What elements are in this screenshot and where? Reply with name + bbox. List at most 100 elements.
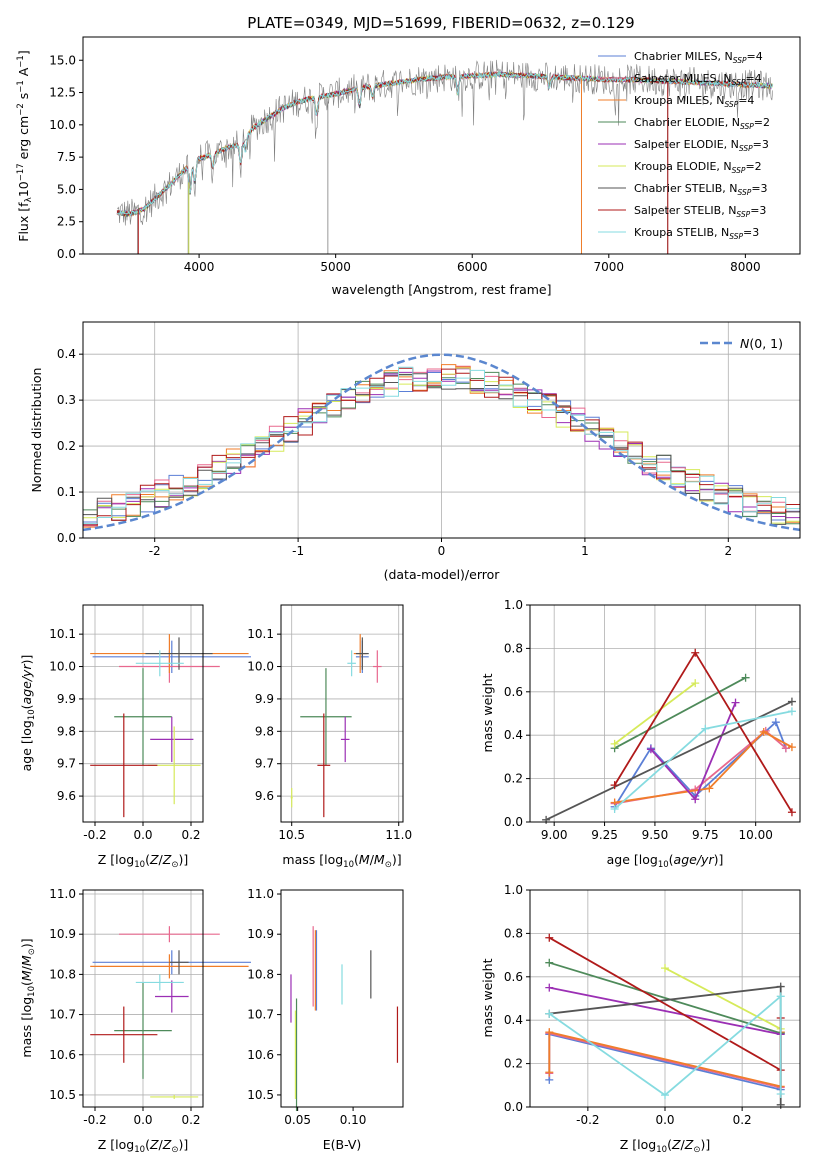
y-tick-label: 9.7 xyxy=(255,757,274,771)
x-tick-label: 0.0 xyxy=(133,828,152,842)
weight-marker-chabrier_elodie xyxy=(741,673,750,682)
weight-marker-kroupa_elodie xyxy=(691,679,700,688)
y-tick-label: 7.5 xyxy=(57,150,76,164)
weight-line-kroupa_stelib xyxy=(548,994,782,1097)
legend-label-kroupa_miles: Kroupa MILES, NSSP=4 xyxy=(634,94,754,109)
axes-frame xyxy=(280,604,404,823)
x-tick-label: 1 xyxy=(581,544,589,558)
weight-marker-salpeter_elodie xyxy=(545,983,554,992)
y-tick-label: 1.0 xyxy=(504,598,523,612)
y-tick-label: 9.9 xyxy=(255,692,274,706)
weight-marker-salpeter_stelib xyxy=(691,648,700,657)
y-tick-label: 10.5 xyxy=(49,1088,76,1102)
y-tick-label: 11.0 xyxy=(49,887,76,901)
legend-label-normal: N(0, 1) xyxy=(740,336,783,351)
weight-marker-chabrier_miles xyxy=(771,718,780,727)
panel-residuals: -2 -1 0 1 2 0.0 0.1 0.2 0.3 0.4 (data-model)/error… xyxy=(29,321,801,582)
legend-label-salpeter_elodie: Salpeter ELODIE, NSSP=3 xyxy=(634,138,769,153)
panel-mass_vs_ebv: 0.05 0.10 10.5 10.6 10.7 10.8 10.9 11.0 E(B-V) xyxy=(247,887,404,1152)
y-axis-label: age [log10(age/yr)] xyxy=(19,655,37,772)
histogram-kroupa_stelib xyxy=(83,366,800,525)
y-tick-label: 0.3 xyxy=(57,393,76,407)
y-axis-label: Normed distribution xyxy=(29,368,44,493)
weight-marker-kroupa_miles xyxy=(545,1028,554,1037)
x-axis-label: Z [log10(Z/Z⊙)] xyxy=(98,1137,188,1155)
y-tick-label: 12.5 xyxy=(49,86,76,100)
y-tick-label: 10.7 xyxy=(247,1008,274,1022)
x-tick-label: 4000 xyxy=(184,260,215,274)
weight-marker-kroupa_stelib xyxy=(787,707,796,716)
x-tick-label: 0.05 xyxy=(284,1113,311,1127)
legend: N(0, 1) xyxy=(700,336,783,351)
plot-area xyxy=(545,933,785,1109)
y-tick-label: 10.0 xyxy=(49,118,76,132)
y-tick-label: 10.7 xyxy=(49,1008,76,1022)
y-tick-label: 10.6 xyxy=(247,1048,274,1062)
x-axis-label: age [log10(age/yr)] xyxy=(607,852,724,870)
y-tick-label: 0.2 xyxy=(57,439,76,453)
panel-weight_vs_Z: -0.2 0.0 0.2 0.0 0.2 0.4 0.6 0.8 1.0 Z [log10(Z/Z… xyxy=(480,883,801,1155)
y-tick-label: 0.8 xyxy=(504,926,523,940)
x-tick-label: -0.2 xyxy=(83,828,106,842)
x-tick-label: 11.0 xyxy=(385,828,412,842)
weight-line-chabrier_elodie xyxy=(614,676,747,749)
panel-mass_vs_Z: -0.2 0.0 0.2 10.5 10.6 10.7 10.8 10.9 11.0 Z [log… xyxy=(19,887,251,1155)
spectrum-model-line-kroupa_stelib xyxy=(116,70,774,217)
weight-marker-chabrier_stelib xyxy=(776,1100,785,1109)
y-tick-label: 10.0 xyxy=(247,660,274,674)
y-axis-label: mass weight xyxy=(480,958,495,1037)
x-tick-label: -0.2 xyxy=(83,1113,106,1127)
y-tick-label: 10.5 xyxy=(247,1088,274,1102)
y-tick-label: 9.7 xyxy=(57,757,76,771)
axes-frame xyxy=(529,604,801,823)
y-axis-label: mass [log10(M/M⊙)] xyxy=(19,938,37,1057)
x-tick-label: -0.2 xyxy=(576,1113,599,1127)
weight-marker-kroupa_miles xyxy=(759,727,768,736)
y-tick-label: 2.5 xyxy=(57,215,76,229)
weight-line-chabrier_elodie xyxy=(549,961,781,1035)
weight-marker-kroupa_stelib xyxy=(610,804,619,813)
weight-marker-chabrier_stelib xyxy=(776,982,785,991)
y-tick-label: 10.8 xyxy=(49,967,76,981)
weight-marker-salpeter_elodie xyxy=(691,795,700,804)
panel-spectrum: 4000 5000 6000 7000 8000 0.0 2.5 5.0 7.5 10.0 12.5… xyxy=(16,36,801,297)
y-tick-label: 10.1 xyxy=(247,627,274,641)
panels: 4000 5000 6000 7000 80000.02.55.07.510.012.5… xyxy=(16,36,801,1155)
y-tick-label: 5.0 xyxy=(57,182,76,196)
weight-marker-salpeter_elodie xyxy=(646,745,655,754)
x-axis-label: Z [log10(Z/Z⊙)] xyxy=(620,1137,710,1155)
x-axis-label: (data-model)/error xyxy=(384,567,501,582)
legend-label-kroupa_elodie: Kroupa ELODIE, NSSP=2 xyxy=(634,160,762,175)
weight-marker-kroupa_stelib xyxy=(661,1091,669,1100)
y-tick-label: 9.9 xyxy=(57,692,76,706)
plot-area xyxy=(82,353,801,532)
legend-label-chabrier_miles: Chabrier MILES, NSSP=4 xyxy=(634,50,763,65)
normal-curve xyxy=(82,353,801,532)
y-tick-label: 0.6 xyxy=(504,685,523,699)
weight-marker-kroupa_stelib xyxy=(545,1009,554,1018)
x-tick-label: 9.25 xyxy=(591,828,618,842)
y-tick-label: 9.6 xyxy=(255,789,274,803)
y-tick-label: 0.2 xyxy=(504,1057,523,1071)
spectrum-data-line xyxy=(116,59,773,226)
y-tick-label: 0.4 xyxy=(504,1013,523,1027)
legend-label-kroupa_stelib: Kroupa STELIB, NSSP=3 xyxy=(634,226,759,241)
y-tick-label: 0.0 xyxy=(57,531,76,545)
x-tick-label: 7000 xyxy=(594,260,625,274)
weight-marker-salpeter_miles xyxy=(781,744,790,753)
y-tick-label: 0.0 xyxy=(504,815,523,829)
weight-line-salpeter_elodie xyxy=(650,702,737,801)
x-tick-label: 6000 xyxy=(457,260,488,274)
weight-marker-salpeter_elodie xyxy=(731,698,740,707)
x-tick-label: -1 xyxy=(292,544,304,558)
x-axis-label: E(B-V) xyxy=(323,1137,362,1152)
axes-frame xyxy=(280,889,404,1108)
x-tick-label: 10.5 xyxy=(278,828,305,842)
y-tick-label: 0.1 xyxy=(57,485,76,499)
weight-marker-salpeter_stelib xyxy=(610,781,619,790)
x-tick-label: 9.00 xyxy=(541,828,568,842)
weight-marker-kroupa_miles xyxy=(705,784,714,793)
y-tick-label: 9.8 xyxy=(57,724,76,738)
plot-area xyxy=(290,634,382,818)
